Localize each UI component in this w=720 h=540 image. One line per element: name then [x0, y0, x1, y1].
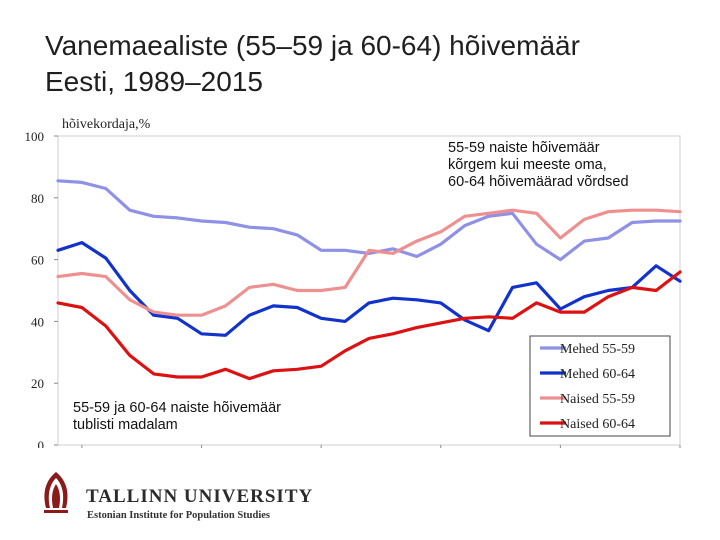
y-tick-label: 100 [25, 129, 45, 144]
legend-box [529, 335, 671, 437]
footer-band [0, 448, 720, 540]
y-tick-label: 20 [31, 376, 44, 391]
legend-label: Mehed 60-64 [560, 367, 635, 382]
annotation-line: kõrgem kui meeste oma, [448, 157, 607, 173]
y-axis-label: hõivekordaja,% [62, 117, 151, 132]
institute-name: Estonian Institute for Population Studie… [87, 510, 271, 521]
title-line-1: Vanemaealiste (55–59 ja 60-64) hõivemäär [45, 30, 580, 61]
annotation-top-right: 55-59 naiste hõivemäär kõrgem kui meeste… [448, 140, 629, 191]
series-line-mehed-60-64 [56, 241, 682, 337]
slide-title: Vanemaealiste (55–59 ja 60-64) hõivemäär… [45, 28, 695, 100]
y-tick-label: 60 [31, 253, 44, 268]
y-tick-label: 40 [31, 314, 44, 329]
y-tick-label: 0 [38, 438, 45, 453]
annotation-line: tublisti madalam [73, 417, 178, 433]
series-line-mehed-55-59 [56, 179, 682, 262]
annotation-bottom-left: 55-59 ja 60-64 naiste hõivemäär tublisti… [73, 400, 281, 434]
legend-label: Naised 55-59 [560, 392, 635, 407]
series-line-naised-55-59 [56, 208, 682, 317]
university-name: TALLINN UNIVERSITY [86, 486, 314, 507]
title-line-2: Eesti, 1989–2015 [45, 66, 263, 97]
annotation-line: 55-59 naiste hõivemäär [448, 140, 600, 156]
legend-label: Mehed 55-59 [560, 342, 635, 357]
annotation-line: 60-64 hõivemäärad võrdsed [448, 174, 629, 190]
plot-frame [57, 135, 681, 446]
series-line-naised-60-64 [56, 270, 682, 381]
legend-label: Naised 60-64 [560, 417, 635, 432]
y-tick-label: 80 [31, 191, 44, 206]
annotation-line: 55-59 ja 60-64 naiste hõivemäär [73, 400, 281, 416]
university-logo-icon [44, 472, 68, 513]
